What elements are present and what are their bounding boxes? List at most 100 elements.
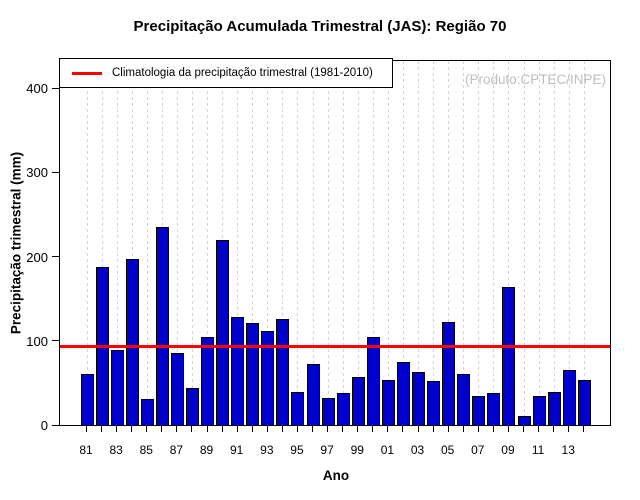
gridline-03 xyxy=(418,61,420,425)
gridline-07 xyxy=(478,61,480,425)
bar-91 xyxy=(231,317,245,425)
x-tick-97 xyxy=(327,426,329,432)
x-tick-label-05: 05 xyxy=(440,443,455,457)
gridline-95 xyxy=(297,61,299,425)
x-tick-92 xyxy=(251,426,253,432)
x-tick-87 xyxy=(176,426,178,432)
gridline-93 xyxy=(267,61,269,425)
x-tick-label-85: 85 xyxy=(139,443,153,457)
bar-86 xyxy=(155,227,169,425)
bar-81 xyxy=(80,374,94,425)
gridline-91 xyxy=(237,61,239,425)
bar-01 xyxy=(381,380,395,425)
x-tick-89 xyxy=(206,426,208,432)
gridline-05 xyxy=(448,61,450,425)
x-tick-14 xyxy=(583,426,585,432)
x-tick-label-13: 13 xyxy=(561,443,575,457)
gridline-89 xyxy=(207,61,209,425)
x-tick-86 xyxy=(161,426,163,432)
x-tick-07 xyxy=(477,426,479,432)
x-tick-12 xyxy=(553,426,555,432)
x-tick-98 xyxy=(342,426,344,432)
bar-96 xyxy=(306,364,320,425)
x-tick-label-83: 83 xyxy=(109,443,123,457)
gridline-88 xyxy=(191,61,193,425)
y-tick-label-400: 400 xyxy=(26,81,48,96)
bar-84 xyxy=(125,259,139,425)
bar-11 xyxy=(532,396,546,425)
y-tick-label-100: 100 xyxy=(26,333,48,349)
x-tick-01 xyxy=(387,426,389,432)
bar-12 xyxy=(547,392,561,425)
gridline-06 xyxy=(463,61,465,425)
x-tick-13 xyxy=(568,426,570,432)
x-tick-90 xyxy=(221,426,223,432)
bar-07 xyxy=(472,396,486,425)
y-tick-400 xyxy=(52,87,59,89)
legend-label: Climatologia da precipitação trimestral … xyxy=(112,67,373,79)
x-tick-04 xyxy=(432,426,434,432)
y-tick-label-300: 300 xyxy=(26,165,48,181)
x-tick-label-07: 07 xyxy=(471,443,485,457)
x-tick-label-81: 81 xyxy=(79,443,93,457)
gridline-98 xyxy=(342,61,344,425)
gridline-13 xyxy=(568,61,570,425)
y-tick-label-200: 200 xyxy=(26,249,48,265)
gridline-12 xyxy=(553,61,555,425)
gridline-10 xyxy=(523,61,525,425)
x-tick-85 xyxy=(146,426,148,432)
gridline-81 xyxy=(86,61,88,425)
x-axis-title: Ano xyxy=(322,468,350,483)
x-tick-label-99: 99 xyxy=(350,443,364,457)
bar-06 xyxy=(457,374,471,425)
x-tick-83 xyxy=(116,426,118,432)
bar-09 xyxy=(502,287,516,425)
gridline-09 xyxy=(508,61,510,425)
y-tick-300 xyxy=(52,171,59,173)
x-tick-label-93: 93 xyxy=(260,443,274,457)
x-tick-00 xyxy=(372,426,374,432)
bar-90 xyxy=(216,240,230,425)
x-tick-84 xyxy=(131,426,133,432)
x-tick-06 xyxy=(462,426,464,432)
x-tick-label-87: 87 xyxy=(169,443,184,457)
x-tick-label-11: 11 xyxy=(531,443,545,457)
gridline-08 xyxy=(493,61,495,425)
bar-02 xyxy=(396,362,410,425)
x-tick-93 xyxy=(266,426,268,432)
x-tick-label-09: 09 xyxy=(501,443,515,457)
gridline-96 xyxy=(312,61,314,425)
gridline-11 xyxy=(538,61,540,425)
legend-box: Climatologia da precipitação trimestral … xyxy=(59,58,393,88)
x-tick-09 xyxy=(507,426,509,432)
chart-title: Precipitação Acumulada Trimestral (JAS):… xyxy=(133,18,507,35)
gridline-00 xyxy=(372,61,374,425)
bar-13 xyxy=(562,370,576,425)
plot-area: Climatologia da precipitação trimestral … xyxy=(59,58,611,426)
gridline-83 xyxy=(116,61,118,425)
x-tick-05 xyxy=(447,426,449,432)
y-tick-0 xyxy=(52,424,59,426)
climatology-line xyxy=(60,345,610,348)
bar-03 xyxy=(412,372,426,425)
bar-04 xyxy=(427,381,441,425)
x-tick-label-03: 03 xyxy=(410,443,425,457)
x-tick-94 xyxy=(281,426,283,432)
gridline-97 xyxy=(327,61,329,425)
x-tick-08 xyxy=(492,426,494,432)
bar-97 xyxy=(321,398,335,425)
x-tick-label-89: 89 xyxy=(199,443,214,457)
x-tick-label-01: 01 xyxy=(380,443,395,457)
bar-10 xyxy=(517,416,531,425)
bar-99 xyxy=(351,377,365,425)
bar-98 xyxy=(336,393,350,425)
bar-95 xyxy=(291,392,305,425)
gridline-14 xyxy=(583,61,585,425)
gridline-92 xyxy=(252,61,254,425)
bar-00 xyxy=(366,337,380,425)
legend-line-swatch xyxy=(72,71,102,75)
x-tick-label-97: 97 xyxy=(320,443,334,457)
x-tick-91 xyxy=(236,426,238,432)
x-tick-88 xyxy=(191,426,193,432)
